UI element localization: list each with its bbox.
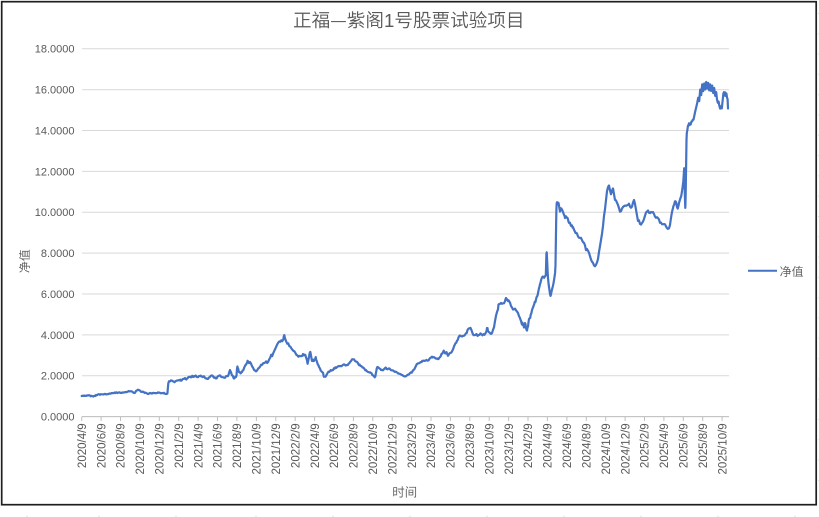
svg-text:2023/10/9: 2023/10/9 — [484, 423, 496, 474]
svg-text:2023/6/9: 2023/6/9 — [446, 423, 458, 468]
svg-text:2021/10/9: 2021/10/9 — [252, 423, 264, 474]
svg-text:2020/8/9: 2020/8/9 — [116, 423, 128, 468]
svg-text:2023/2/9: 2023/2/9 — [407, 423, 419, 468]
svg-text:2020/4/9: 2020/4/9 — [77, 423, 89, 468]
svg-text:14.0000: 14.0000 — [35, 125, 75, 137]
svg-text:1: 1 — [384, 10, 394, 31]
svg-text:8.0000: 8.0000 — [41, 248, 75, 260]
svg-text:2020/10/9: 2020/10/9 — [135, 423, 147, 474]
svg-text:2021/4/9: 2021/4/9 — [193, 423, 205, 468]
svg-text:16.0000: 16.0000 — [35, 85, 75, 97]
svg-text:2024/8/9: 2024/8/9 — [582, 423, 594, 468]
svg-text:18.0000: 18.0000 — [35, 44, 75, 56]
svg-text:2023/4/9: 2023/4/9 — [426, 423, 438, 468]
svg-text:2020/6/9: 2020/6/9 — [96, 423, 108, 468]
svg-text:2025/10/9: 2025/10/9 — [717, 423, 729, 474]
svg-text:2023/12/9: 2023/12/9 — [504, 423, 516, 474]
svg-text:2024/4/9: 2024/4/9 — [543, 423, 555, 468]
svg-text:2022/6/9: 2022/6/9 — [329, 423, 341, 468]
svg-text:2025/6/9: 2025/6/9 — [679, 423, 691, 468]
svg-text:2021/2/9: 2021/2/9 — [174, 423, 186, 468]
svg-text:2024/10/9: 2024/10/9 — [601, 423, 613, 474]
svg-text:2022/8/9: 2022/8/9 — [349, 423, 361, 468]
svg-text:2024/6/9: 2024/6/9 — [562, 423, 574, 468]
svg-text:2022/10/9: 2022/10/9 — [368, 423, 380, 474]
svg-text:2023/8/9: 2023/8/9 — [465, 423, 477, 468]
svg-text:2024/2/9: 2024/2/9 — [523, 423, 535, 468]
svg-text:2024/12/9: 2024/12/9 — [620, 423, 632, 474]
svg-text:2021/8/9: 2021/8/9 — [232, 423, 244, 468]
svg-text:2025/4/9: 2025/4/9 — [659, 423, 671, 468]
svg-text:12.0000: 12.0000 — [35, 166, 75, 178]
svg-text:4.0000: 4.0000 — [41, 330, 75, 342]
svg-text:2022/12/9: 2022/12/9 — [387, 423, 399, 474]
svg-text:10.0000: 10.0000 — [35, 207, 75, 219]
svg-text:2025/8/9: 2025/8/9 — [698, 423, 710, 468]
svg-text:6.0000: 6.0000 — [41, 289, 75, 301]
svg-text:2021/12/9: 2021/12/9 — [271, 423, 283, 474]
svg-text:2022/4/9: 2022/4/9 — [310, 423, 322, 468]
svg-text:2021/6/9: 2021/6/9 — [213, 423, 225, 468]
svg-text:2020/12/9: 2020/12/9 — [155, 423, 167, 474]
svg-text:2022/2/9: 2022/2/9 — [290, 423, 302, 468]
svg-text:2025/2/9: 2025/2/9 — [640, 423, 652, 468]
svg-text:0.0000: 0.0000 — [41, 412, 75, 424]
svg-text:2.0000: 2.0000 — [41, 371, 75, 383]
